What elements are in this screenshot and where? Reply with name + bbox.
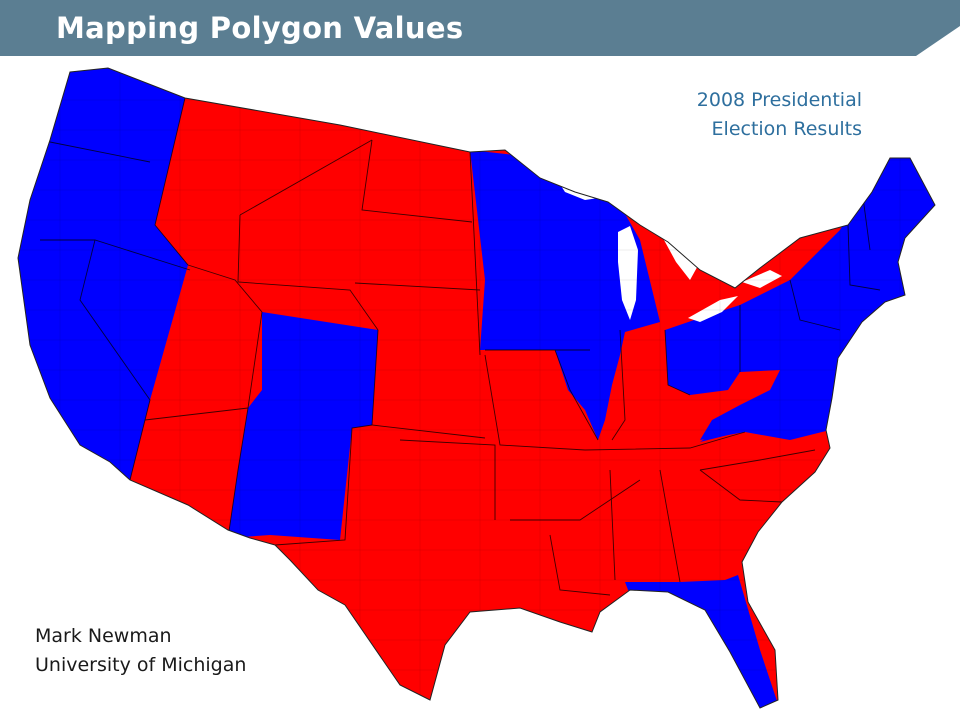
- us-election-map: [0, 56, 960, 720]
- lake-ontario: [742, 270, 782, 288]
- header-bar-shape: [0, 0, 960, 56]
- author-name: Mark Newman: [35, 625, 172, 647]
- lake-erie: [688, 296, 738, 322]
- west-coast-democratic-region: [18, 68, 188, 480]
- slide-title: Mapping Polygon Values: [56, 11, 464, 45]
- virginia-democratic-region: [700, 392, 826, 442]
- map-svg: [17, 67, 936, 709]
- florida-democratic-region: [625, 575, 780, 708]
- map-caption-line-1: 2008 Presidential: [696, 89, 862, 111]
- map-caption-line-2: Election Results: [711, 118, 862, 140]
- author-affiliation: University of Michigan: [35, 654, 247, 676]
- author-credit: Mark Newman University of Michigan: [35, 622, 246, 680]
- lake-huron: [660, 222, 700, 280]
- colorado-new-mexico-democratic-region: [228, 312, 378, 540]
- map-caption: 2008 Presidential Election Results: [697, 86, 862, 144]
- us-outline: [17, 67, 936, 709]
- upper-midwest-democratic-region: [470, 150, 660, 440]
- lake-michigan: [618, 226, 638, 320]
- state-borders: [39, 97, 881, 596]
- slide-header: Mapping Polygon Values: [0, 0, 960, 56]
